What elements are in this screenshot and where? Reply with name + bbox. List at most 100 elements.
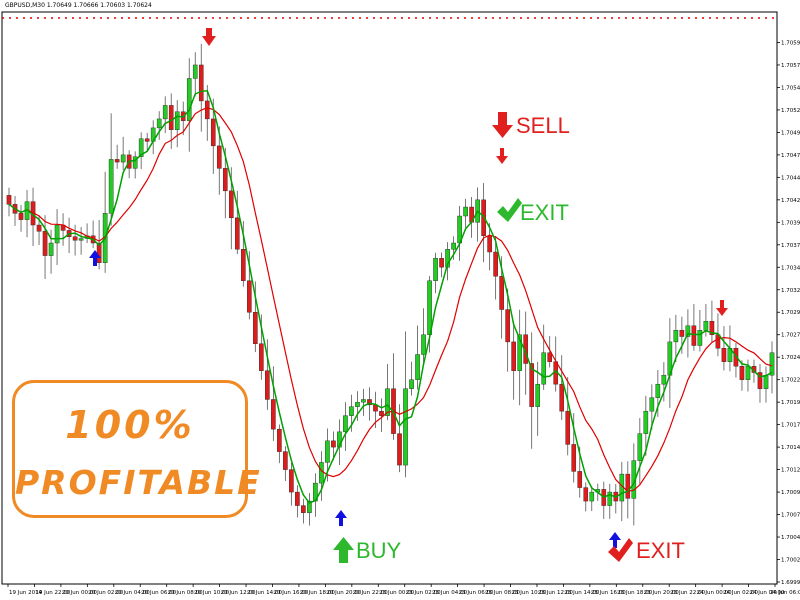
candle xyxy=(301,498,306,524)
x-tick-label: 23 Jun 06:00 xyxy=(459,590,494,596)
x-tick-label: 24 Jun 06:00 xyxy=(770,590,800,596)
candle xyxy=(192,52,198,97)
x-tick-label: 20 Jun 14:00 xyxy=(247,590,282,596)
x-tick-label: 20 Jun 20:00 xyxy=(326,590,361,596)
y-tick-label: 1.70045 xyxy=(781,535,800,541)
x-tick-label: 20 Jun 00:00 xyxy=(62,590,97,596)
candle xyxy=(403,331,408,478)
candle xyxy=(409,361,414,396)
candle xyxy=(445,242,450,281)
y-tick-label: 1.70395 xyxy=(781,220,800,226)
candle xyxy=(186,58,192,152)
candle xyxy=(697,310,703,352)
x-tick-label: 23 Jun 04:00 xyxy=(432,590,467,596)
x-tick-label: 19 Jun 2014 xyxy=(9,590,43,596)
y-tick-label: 1.70445 xyxy=(781,175,800,181)
candle xyxy=(535,361,540,436)
y-tick-label: 1.70195 xyxy=(781,400,800,406)
candle xyxy=(216,126,222,195)
candle xyxy=(144,132,150,151)
x-tick-label: 20 Jun 12:00 xyxy=(221,590,256,596)
x-tick-label: 24 Jun 02:00 xyxy=(723,590,758,596)
candle xyxy=(583,482,589,512)
candle xyxy=(487,223,492,271)
x-tick-label: 23 Jun 22:00 xyxy=(670,590,705,596)
x-tick-label: 20 Jun 18:00 xyxy=(300,590,335,596)
candle xyxy=(637,418,643,484)
y-tick-label: 1.70320 xyxy=(781,288,800,294)
promo-badge: 100% PROFITABLE xyxy=(12,380,262,518)
x-tick-label: 23 Jun 18:00 xyxy=(617,590,652,596)
buy-arrow-icon xyxy=(89,250,101,266)
y-tick-label: 1.70245 xyxy=(781,355,800,361)
candle xyxy=(625,461,631,519)
candle xyxy=(589,486,595,512)
y-tick-label: 1.70120 xyxy=(781,468,800,474)
candle xyxy=(120,136,126,171)
x-tick-label: 23 Jun 08:00 xyxy=(485,590,520,596)
x-tick-label: 24 Jun 00:00 xyxy=(697,590,732,596)
sell-arrow-small-icon xyxy=(496,148,508,164)
candle xyxy=(18,204,24,232)
candle xyxy=(415,325,420,390)
candle xyxy=(547,335,553,368)
candle xyxy=(433,252,438,294)
sell-arrow-right-icon xyxy=(716,300,728,316)
candle xyxy=(222,147,228,219)
x-tick-label: 20 Jun 06:00 xyxy=(141,590,176,596)
x-tick-label: 19 Jun 22:00 xyxy=(35,590,70,596)
candle xyxy=(307,493,312,526)
candle xyxy=(517,309,522,406)
candle xyxy=(42,215,48,280)
x-tick-label: 20 Jun 10:00 xyxy=(194,590,229,596)
candle xyxy=(565,376,571,456)
promo-profitable: PROFITABLE xyxy=(15,463,262,502)
exit-label-bottom: EXIT xyxy=(636,538,685,563)
y-tick-label: 1.70095 xyxy=(781,490,800,496)
y-tick-label: 1.70545 xyxy=(781,85,800,91)
candle xyxy=(283,446,288,482)
candle xyxy=(234,190,240,254)
candle xyxy=(174,100,180,148)
sell-signal-big-arrow-icon xyxy=(492,112,513,138)
candle xyxy=(421,308,426,365)
candle xyxy=(78,226,84,255)
candle xyxy=(397,404,402,473)
y-tick-label: 1.70295 xyxy=(781,310,800,316)
candle xyxy=(493,236,498,300)
x-tick-label: 20 Jun 02:00 xyxy=(88,590,123,596)
y-tick-label: 1.70220 xyxy=(781,378,800,384)
y-axis: 1.70595 1.70570 1.70545 1.70520 1.70495 1.704… xyxy=(777,40,800,586)
y-tick-label: 1.70595 xyxy=(781,40,800,46)
candle xyxy=(655,370,661,417)
candle xyxy=(108,113,114,226)
x-tick-label: 23 Jun 14:00 xyxy=(564,590,599,596)
candle xyxy=(541,324,547,390)
buy-arrow-small-icon xyxy=(335,510,347,526)
candle xyxy=(721,326,727,371)
candle xyxy=(162,96,168,134)
candle xyxy=(769,341,775,394)
candle xyxy=(210,98,216,174)
y-tick-label: 1.70020 xyxy=(781,558,800,564)
y-tick-label: 1.70070 xyxy=(781,513,800,519)
candle xyxy=(385,364,390,421)
x-tick-label: 24 Jun 04:00 xyxy=(750,590,785,596)
y-tick-label: 1.70495 xyxy=(781,130,800,136)
candle xyxy=(277,424,282,464)
candle xyxy=(709,300,715,343)
promo-percent: 100% xyxy=(65,403,195,447)
buy-signal-big-arrow-icon xyxy=(333,537,354,563)
x-tick-label: 20 Jun 16:00 xyxy=(273,590,308,596)
candle xyxy=(529,332,534,449)
y-tick-label: 1.70470 xyxy=(781,153,800,159)
candle xyxy=(271,366,276,441)
candle xyxy=(265,339,270,410)
x-tick-label: 23 Jun 16:00 xyxy=(591,590,626,596)
exit-check-bottom-icon xyxy=(608,538,633,562)
candle xyxy=(48,229,54,274)
candle xyxy=(343,402,348,452)
x-tick-label: 20 Jun 08:00 xyxy=(168,590,203,596)
fast-ma-line xyxy=(8,90,773,504)
